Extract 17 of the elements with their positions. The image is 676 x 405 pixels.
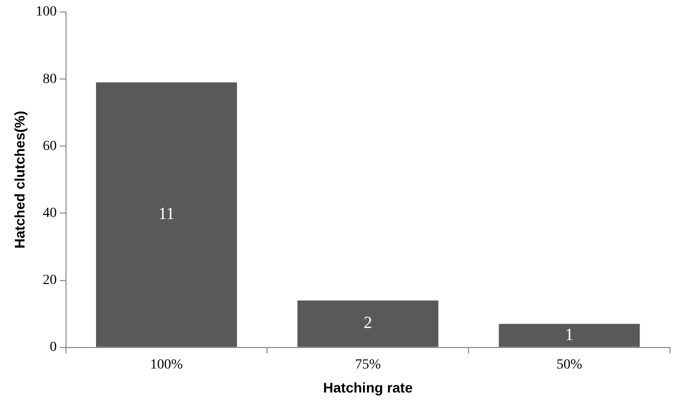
x-tick-label: 75% bbox=[355, 357, 382, 372]
y-axis-title: Hatched clutches(%) bbox=[11, 110, 28, 249]
x-tick-label: 50% bbox=[556, 357, 582, 372]
bar bbox=[498, 324, 640, 347]
y-tick-label: 100 bbox=[36, 4, 57, 20]
y-tick-label: 80 bbox=[42, 72, 57, 87]
x-tick-label: 100% bbox=[150, 357, 184, 372]
y-tick-label: 40 bbox=[42, 206, 57, 221]
annotation: 2 bbox=[364, 313, 372, 332]
y-tick-label: 20 bbox=[42, 272, 57, 288]
y-tick-label: 0 bbox=[50, 340, 57, 356]
annotation: 1 bbox=[565, 324, 574, 344]
x-axis-title: Hatching rate bbox=[323, 379, 413, 396]
annotation: 11 bbox=[158, 204, 175, 224]
bar bbox=[96, 82, 237, 347]
bar bbox=[297, 300, 438, 347]
y-tick-label: 60 bbox=[42, 138, 57, 154]
